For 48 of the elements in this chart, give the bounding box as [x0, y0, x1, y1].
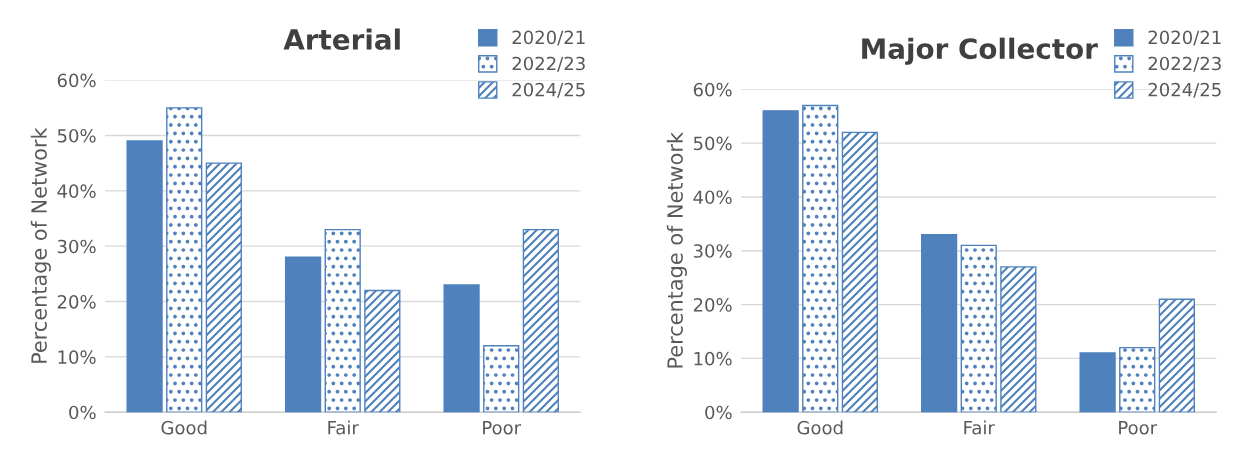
y-tick-label: 20%	[693, 298, 732, 312]
bar	[1158, 298, 1195, 413]
x-tick-label: Good	[797, 420, 843, 435]
bar	[284, 256, 322, 413]
y-tick-label: 30%	[57, 239, 96, 254]
chart-title: Arterial	[283, 28, 400, 50]
legend-label: 2020/21	[512, 30, 585, 46]
legend-label: 2020/21	[1148, 30, 1221, 46]
y-tick-label: 40%	[693, 190, 732, 205]
bar	[364, 289, 401, 413]
chart-title: Major Collector	[862, 37, 1098, 65]
x-tick-label: Fair	[964, 420, 995, 435]
y-tick-label: 10%	[694, 351, 732, 366]
bar	[841, 131, 878, 413]
bar	[324, 228, 361, 413]
y-tick-label: 50%	[57, 128, 96, 143]
legend-label: 2024/25	[512, 82, 585, 98]
y-tick-label: 0%	[69, 405, 96, 420]
y-axis-title: Percentage of Network	[666, 132, 687, 368]
bar	[1000, 266, 1037, 413]
y-tick-label: 60%	[693, 82, 732, 97]
legend-label: 2022/23	[512, 56, 585, 72]
y-axis-title: Percentage of Network	[30, 127, 51, 363]
x-tick-label: Poor	[483, 421, 522, 435]
bar	[1119, 346, 1156, 413]
bar	[443, 284, 480, 413]
bar	[960, 244, 997, 413]
bar	[1079, 352, 1116, 413]
bar	[920, 233, 958, 413]
bar	[166, 107, 203, 413]
y-tick-label: 20%	[57, 294, 96, 309]
bar	[522, 228, 559, 413]
bar	[126, 140, 163, 413]
x-tick-label: Good	[161, 420, 207, 435]
legend-label: 2024/25	[1148, 82, 1221, 98]
bar	[802, 104, 839, 413]
x-tick-label: Poor	[1119, 421, 1158, 435]
y-tick-label: 50%	[693, 136, 732, 151]
x-tick-label: Fair	[328, 420, 359, 435]
legend-label: 2022/23	[1148, 56, 1221, 72]
bar	[483, 345, 520, 413]
y-tick-label: 10%	[58, 350, 96, 364]
bar	[205, 162, 242, 413]
y-tick-label: 40%	[57, 184, 96, 198]
bar	[762, 110, 799, 413]
y-tick-label: 30%	[693, 244, 732, 258]
y-tick-label: 60%	[57, 73, 96, 88]
y-tick-label: 0%	[705, 405, 732, 420]
